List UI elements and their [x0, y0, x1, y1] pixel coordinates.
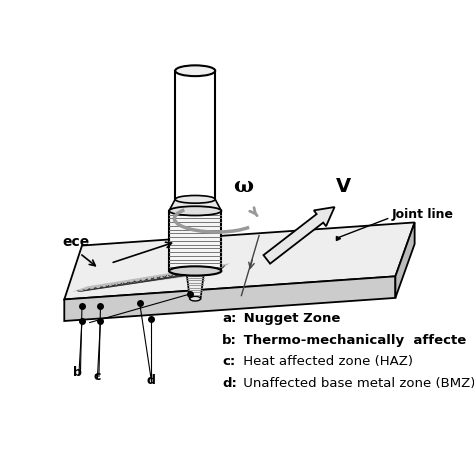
FancyArrow shape: [264, 207, 335, 264]
Ellipse shape: [169, 266, 221, 275]
Text: Joint line: Joint line: [392, 208, 454, 221]
Ellipse shape: [175, 195, 215, 203]
Ellipse shape: [175, 65, 215, 76]
Polygon shape: [175, 71, 215, 200]
Polygon shape: [395, 222, 415, 298]
Ellipse shape: [190, 296, 201, 301]
Polygon shape: [187, 274, 204, 299]
Text: c:: c:: [222, 356, 236, 368]
Text: ω: ω: [233, 176, 253, 196]
Text: V: V: [336, 177, 351, 196]
Polygon shape: [169, 211, 221, 271]
Text: Unaffected base metal zone (BMZ): Unaffected base metal zone (BMZ): [239, 377, 474, 390]
Text: d:: d:: [222, 377, 237, 390]
Ellipse shape: [169, 206, 221, 216]
Text: Heat affected zone (HAZ): Heat affected zone (HAZ): [239, 356, 413, 368]
Polygon shape: [72, 263, 230, 292]
Text: ece: ece: [63, 235, 90, 249]
Text: b: b: [73, 366, 82, 379]
Polygon shape: [64, 276, 395, 321]
Text: Thermo-mechanically  affecte: Thermo-mechanically affecte: [239, 334, 466, 347]
Polygon shape: [64, 222, 415, 300]
Text: Nugget Zone: Nugget Zone: [239, 312, 340, 325]
Polygon shape: [169, 200, 221, 211]
Text: b:: b:: [222, 334, 237, 347]
Text: d: d: [147, 374, 156, 387]
Text: c: c: [94, 370, 101, 383]
Text: a:: a:: [222, 312, 237, 325]
